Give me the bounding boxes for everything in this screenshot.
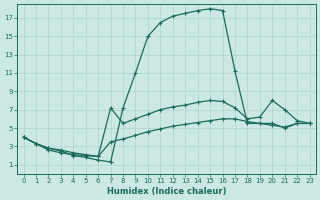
X-axis label: Humidex (Indice chaleur): Humidex (Indice chaleur) [107,187,226,196]
